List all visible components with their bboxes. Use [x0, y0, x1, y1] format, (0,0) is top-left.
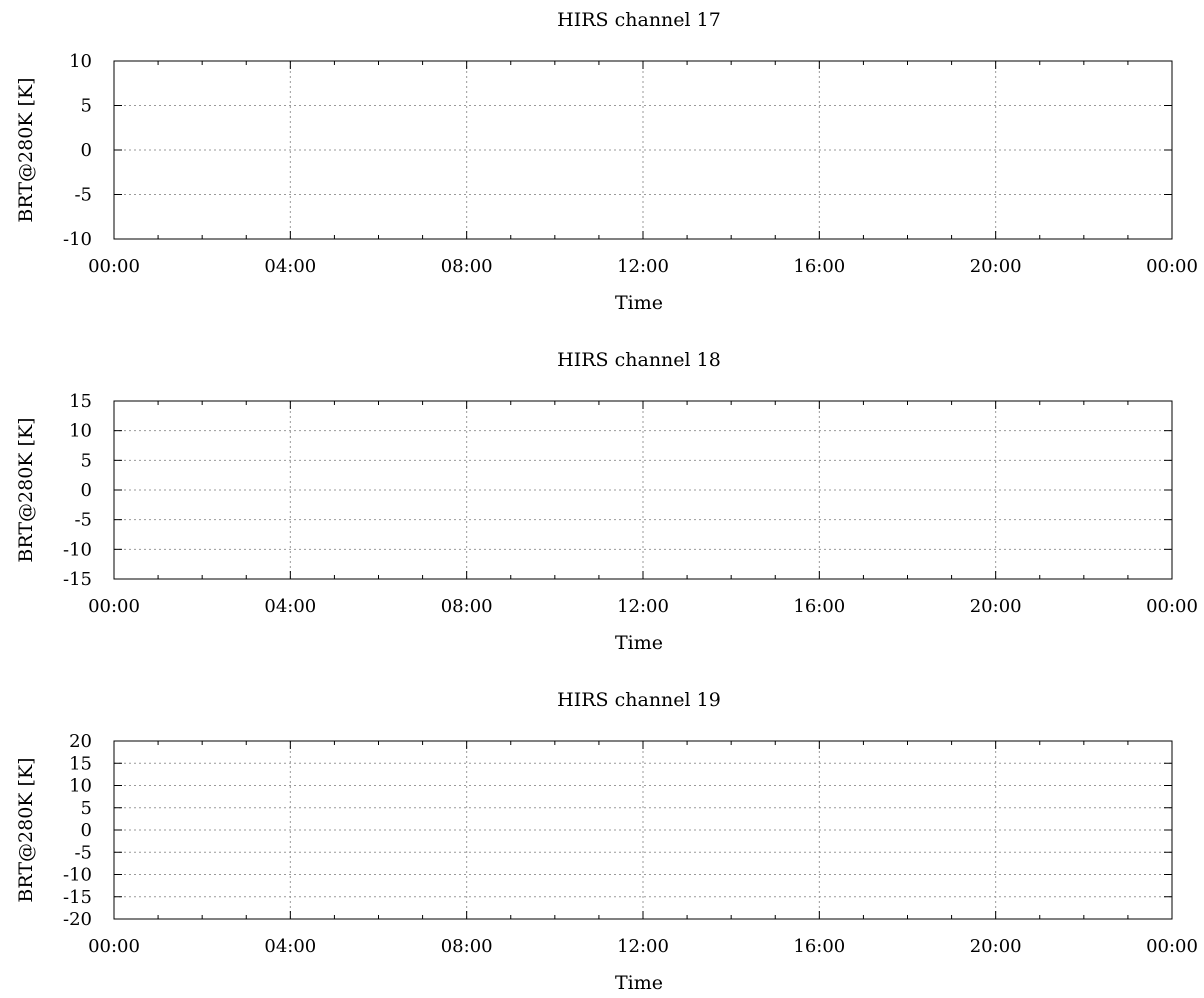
y-tick-label: -10 [63, 865, 92, 886]
y-tick-label: -20 [63, 909, 92, 930]
x-tick-label: 00:00 [88, 596, 140, 617]
y-tick-label: 0 [81, 820, 92, 841]
y-tick-label: 5 [81, 450, 92, 471]
x-tick-label: 16:00 [793, 256, 845, 277]
x-tick-label: 08:00 [441, 936, 493, 957]
y-axis-label: BRT@280K [K] [15, 757, 37, 902]
x-axis-label: Time [615, 292, 663, 314]
plot-frame [113, 400, 1173, 580]
y-tick-label: 10 [69, 776, 92, 797]
y-tick-label: -5 [74, 185, 92, 206]
x-tick-label: 04:00 [264, 256, 316, 277]
y-tick-label: 5 [81, 96, 92, 117]
chart-title: HIRS channel 18 [557, 349, 721, 371]
x-tick-label: 04:00 [264, 936, 316, 957]
y-tick-label: -10 [63, 229, 92, 250]
plot-frame [113, 60, 1173, 240]
plot-frame [113, 740, 1173, 920]
y-axis-label: BRT@280K [K] [15, 417, 37, 562]
y-tick-label: 20 [69, 731, 92, 752]
x-tick-label: 20:00 [970, 596, 1022, 617]
chart-title: HIRS channel 17 [557, 9, 721, 31]
y-axis-label: BRT@280K [K] [15, 77, 37, 222]
x-tick-label: 16:00 [793, 596, 845, 617]
y-tick-label: 10 [69, 51, 92, 72]
x-tick-label: 00:00 [1146, 936, 1198, 957]
y-tick-label: 15 [69, 753, 92, 774]
y-tick-label: -10 [63, 539, 92, 560]
y-tick-label: -5 [74, 842, 92, 863]
y-tick-label: -15 [63, 569, 92, 590]
x-tick-label: 16:00 [793, 936, 845, 957]
x-tick-label: 12:00 [617, 256, 669, 277]
x-tick-label: 20:00 [970, 936, 1022, 957]
y-tick-label: 5 [81, 798, 92, 819]
x-tick-label: 04:00 [264, 596, 316, 617]
x-tick-label: 12:00 [617, 596, 669, 617]
x-axis-label: Time [615, 972, 663, 994]
y-tick-label: 15 [69, 391, 92, 412]
y-tick-label: 0 [81, 480, 92, 501]
x-tick-label: 00:00 [1146, 596, 1198, 617]
x-tick-label: 00:00 [88, 936, 140, 957]
y-tick-label: -15 [63, 887, 92, 908]
chart-title: HIRS channel 19 [557, 689, 721, 711]
y-tick-label: 10 [69, 421, 92, 442]
x-tick-label: 08:00 [441, 256, 493, 277]
x-tick-label: 12:00 [617, 936, 669, 957]
y-tick-label: 0 [81, 140, 92, 161]
x-tick-label: 20:00 [970, 256, 1022, 277]
x-axis-label: Time [615, 632, 663, 654]
y-tick-label: -5 [74, 510, 92, 531]
x-tick-label: 08:00 [441, 596, 493, 617]
x-tick-label: 00:00 [88, 256, 140, 277]
x-tick-label: 00:00 [1146, 256, 1198, 277]
